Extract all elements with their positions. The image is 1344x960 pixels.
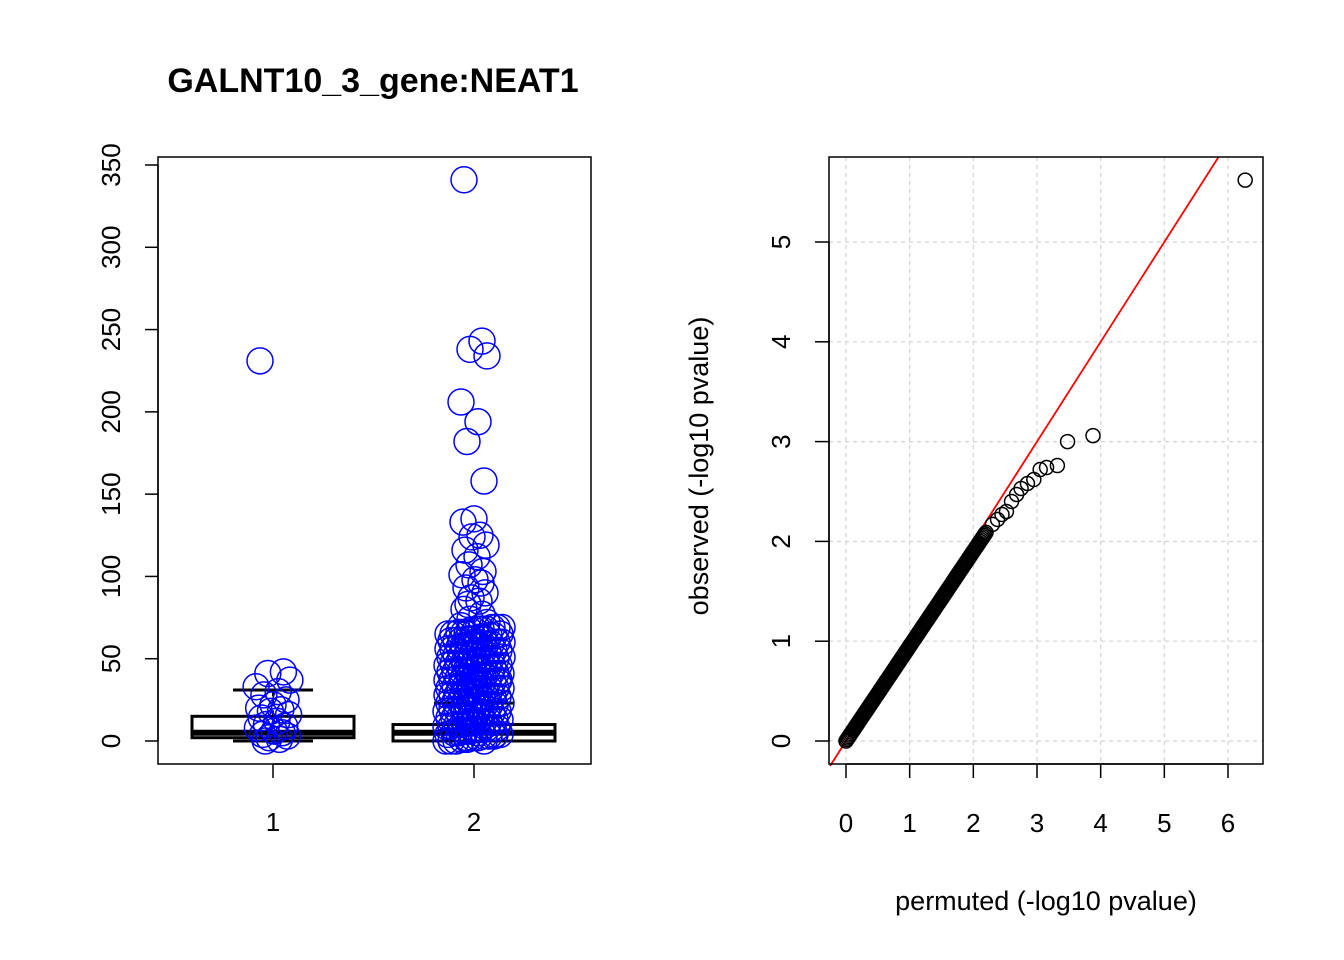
y-tick-label: 150	[96, 472, 126, 515]
qq-point	[1059, 433, 1076, 450]
y-tick-label: 50	[96, 644, 126, 673]
data-point	[442, 727, 470, 755]
x-tick-label: 0	[839, 808, 853, 838]
data-point	[255, 723, 283, 752]
qq-point	[975, 529, 991, 545]
qq-point	[984, 516, 1001, 533]
x-tick-label: 2	[966, 808, 980, 838]
data-point	[488, 613, 516, 642]
x-tick-label: 1	[902, 808, 916, 838]
boxplot-frame	[157, 156, 592, 765]
data-point	[468, 327, 496, 355]
x-tick-label: 4	[1093, 808, 1107, 838]
y-tick-label: 4	[766, 335, 796, 349]
x-tick-label: 2	[467, 807, 481, 837]
boxplot-y-axis: 0 50 100 150 200 250 300 350	[96, 143, 159, 748]
data-point	[264, 677, 292, 706]
data-point	[435, 674, 463, 703]
y-tick-label: 300	[96, 226, 126, 269]
qq-points	[838, 172, 1253, 749]
x-tick-label: 5	[1157, 808, 1171, 838]
data-point	[480, 722, 508, 750]
data-point	[463, 542, 491, 571]
data-point	[250, 681, 278, 709]
boxplot-points	[242, 166, 516, 755]
qq-point	[1038, 459, 1055, 476]
data-point	[464, 407, 492, 436]
data-point	[434, 720, 462, 749]
y-tick-label: 0	[766, 734, 796, 748]
data-point	[447, 626, 475, 655]
data-point	[465, 587, 493, 615]
qq-point	[977, 526, 993, 542]
y-tick-label: 350	[96, 143, 126, 186]
data-point	[433, 651, 461, 680]
data-point	[244, 694, 273, 722]
qq-point	[1085, 427, 1101, 444]
data-point	[242, 672, 270, 701]
data-point	[251, 727, 279, 755]
data-point	[450, 166, 478, 194]
qq-point	[1237, 172, 1253, 188]
data-point	[470, 467, 498, 495]
data-point	[456, 335, 484, 364]
qq-point	[994, 506, 1010, 523]
data-point	[265, 725, 294, 754]
y-tick-label: 1	[766, 634, 796, 648]
data-point	[449, 508, 477, 536]
data-point	[466, 521, 494, 550]
data-point	[432, 697, 460, 726]
data-point	[450, 595, 478, 624]
data-point	[460, 505, 488, 533]
x-tick-label: 6	[1221, 808, 1235, 838]
data-point	[473, 342, 501, 370]
y-tick-label: 3	[766, 434, 796, 448]
data-point	[447, 388, 475, 416]
x-tick-label: 1	[266, 807, 280, 837]
data-point	[458, 523, 486, 551]
qq-grid	[829, 157, 1263, 764]
y-tick-label: 5	[766, 235, 796, 249]
data-point	[269, 658, 298, 686]
data-point	[260, 717, 289, 745]
qq-y-axis: 0 1 2 3 4 5	[766, 235, 830, 748]
qq-x-axis: 0 1 2 3 4 5 6	[839, 763, 1235, 838]
data-point	[437, 727, 465, 755]
data-point	[267, 695, 295, 724]
data-point	[439, 620, 467, 648]
data-point	[455, 551, 483, 579]
y-tick-label: 0	[96, 734, 126, 748]
y-tick-label: 250	[96, 308, 126, 351]
qq-point	[1049, 457, 1066, 474]
y-tick-label: 100	[96, 555, 126, 598]
qq-point	[976, 527, 992, 544]
qq-x-label: permuted (-log10 pvalue)	[895, 886, 1197, 916]
data-point	[434, 620, 462, 648]
qq-y-label: observed (-log10 pvalue)	[684, 317, 714, 616]
y-tick-label: 200	[96, 390, 126, 433]
data-point	[469, 557, 497, 586]
x-tick-label: 3	[1030, 808, 1044, 838]
y-tick-label: 2	[766, 534, 796, 548]
data-point	[484, 668, 512, 696]
qq-point	[989, 511, 1006, 528]
chart-title: GALNT10_3_gene:NEAT1	[167, 62, 578, 100]
data-point	[276, 666, 304, 694]
data-point	[246, 347, 274, 375]
data-point	[443, 681, 471, 709]
qq-point	[998, 503, 1015, 520]
data-point	[471, 579, 499, 607]
qq-point	[1032, 461, 1048, 478]
data-point	[453, 427, 481, 456]
